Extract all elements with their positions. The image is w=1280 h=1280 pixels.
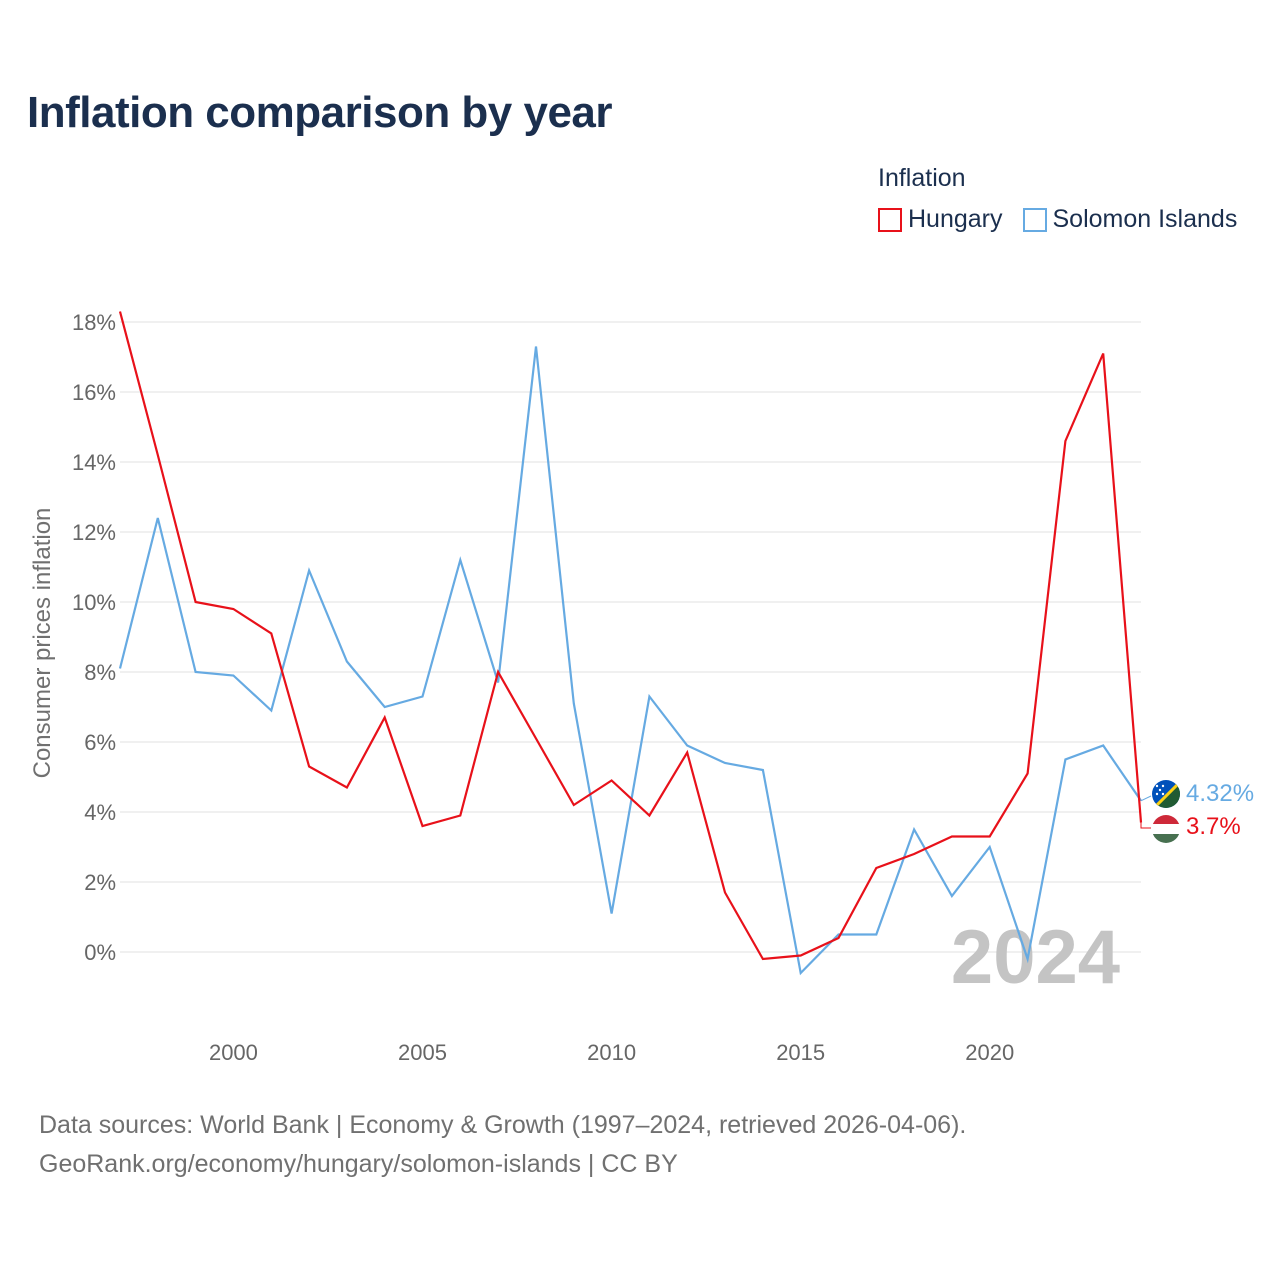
data-source-text: Data sources: World Bank | Economy & Gro… — [39, 1111, 967, 1139]
legend-swatch-solomon-islands — [1022, 207, 1047, 232]
x-tick-label: 2000 — [209, 1040, 258, 1065]
series-line-solomon-islands — [118, 346, 1142, 976]
x-tick-label: 2015 — [776, 1040, 825, 1065]
legend-label-hungary: Hungary — [908, 205, 1003, 233]
x-tick-label: 2020 — [965, 1040, 1014, 1065]
y-tick-label: 14% — [72, 450, 116, 475]
grid-lines — [120, 321, 1141, 953]
end-label-hungary: 3.7% — [1186, 813, 1241, 840]
legend-label-solomon-islands: Solomon Islands — [1052, 205, 1238, 233]
hungary-flag-icon — [1152, 815, 1180, 843]
legend-swatch-hungary — [878, 207, 902, 232]
y-tick-label: 10% — [72, 590, 116, 615]
chart-title: Inflation comparison by year — [27, 88, 613, 137]
y-tick-label: 12% — [72, 520, 116, 545]
y-tick-label: 2% — [84, 870, 116, 895]
end-label-solomon-islands: 4.32% — [1186, 780, 1254, 807]
y-tick-label: 0% — [84, 940, 116, 965]
y-tick-label: 4% — [84, 800, 116, 825]
legend-item-hungary[interactable]: Hungary — [878, 205, 1003, 234]
leader-line-hungary — [1140, 822, 1151, 829]
year-watermark: 2024 — [951, 915, 1120, 1000]
legend: Hungary Solomon Islands — [878, 205, 1237, 234]
y-axis-ticks: 0% 2% 4% 6% 8% 10% 12% 14% 16% 18% — [72, 310, 116, 965]
x-axis-ticks: 2000 2005 2010 2015 2020 — [209, 1040, 1014, 1065]
solomon-islands-flag-icon — [1152, 780, 1180, 808]
y-tick-label: 6% — [84, 730, 116, 755]
legend-item-solomon-islands[interactable]: Solomon Islands — [1022, 205, 1238, 234]
legend-title: Inflation — [878, 164, 966, 192]
source-link[interactable]: GeoRank.org/economy/hungary/solomon-isla… — [39, 1150, 678, 1178]
y-tick-label: 8% — [84, 660, 116, 685]
y-tick-label: 16% — [72, 380, 116, 405]
y-tick-label: 18% — [72, 310, 116, 335]
x-tick-label: 2010 — [587, 1040, 636, 1065]
x-tick-label: 2005 — [398, 1040, 447, 1065]
series-lines — [118, 311, 1143, 976]
series-line-hungary — [118, 311, 1143, 961]
leader-line-solomon-islands — [1140, 795, 1152, 802]
y-axis-label: Consumer prices inflation — [29, 508, 56, 779]
line-chart: 0%2%4%6%8%10%12%14%16%18% 2000 2005 2010 20… — [29, 310, 1254, 1065]
end-labels: 4.32% 3.7% — [1140, 780, 1254, 843]
footer: Data sources: World Bank | Economy & Gro… — [39, 1106, 966, 1184]
